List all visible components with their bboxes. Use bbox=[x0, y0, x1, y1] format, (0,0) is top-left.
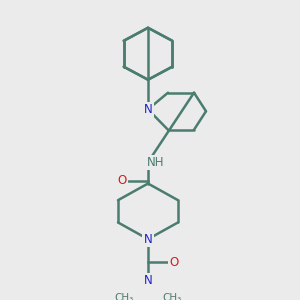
Text: N: N bbox=[144, 232, 152, 246]
Text: N: N bbox=[144, 103, 152, 116]
Text: O: O bbox=[117, 174, 127, 187]
Text: NH: NH bbox=[147, 156, 165, 169]
Text: N: N bbox=[144, 274, 152, 287]
Text: CH₃: CH₃ bbox=[114, 293, 134, 300]
Text: O: O bbox=[169, 256, 178, 269]
Text: CH₃: CH₃ bbox=[162, 293, 182, 300]
